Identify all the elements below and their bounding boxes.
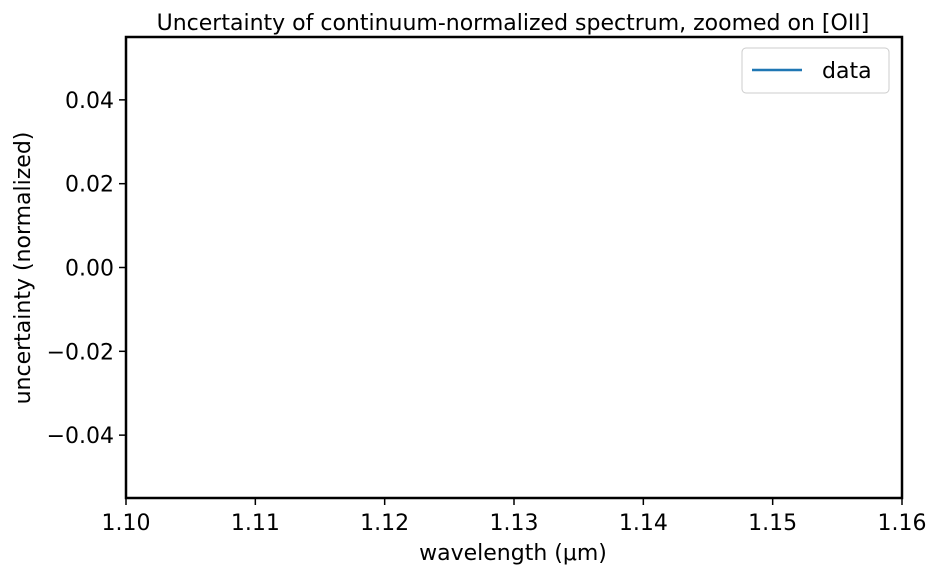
x-tick-label: 1.12 <box>360 511 409 536</box>
x-tick-label: 1.10 <box>102 511 151 536</box>
legend-box <box>741 47 890 94</box>
y-axis-ticks: 0.04 0.02 0.00 −0.02 −0.04 <box>47 89 126 449</box>
legend: data <box>741 47 890 94</box>
y-tick-label: 0.04 <box>65 89 114 114</box>
x-tick-label: 1.16 <box>878 511 927 536</box>
y-tick-label: −0.04 <box>47 424 114 449</box>
y-axis-label: uncertainty (normalized) <box>11 132 36 405</box>
chart-title: Uncertainty of continuum-normalized spec… <box>157 11 870 36</box>
plot-frame <box>124 35 904 500</box>
x-tick-label: 1.13 <box>490 511 539 536</box>
y-tick-label: 0.02 <box>65 173 114 198</box>
legend-label: data <box>822 59 872 84</box>
x-axis-ticks: 1.10 1.11 1.12 1.13 1.14 1.15 1.16 <box>102 498 927 536</box>
x-tick-label: 1.11 <box>231 511 280 536</box>
x-tick-label: 1.14 <box>619 511 668 536</box>
x-axis-label: wavelength (μm) <box>419 541 607 566</box>
x-tick-label: 1.15 <box>748 511 797 536</box>
y-tick-label: 0.00 <box>65 257 114 282</box>
y-tick-label: −0.02 <box>47 340 114 365</box>
